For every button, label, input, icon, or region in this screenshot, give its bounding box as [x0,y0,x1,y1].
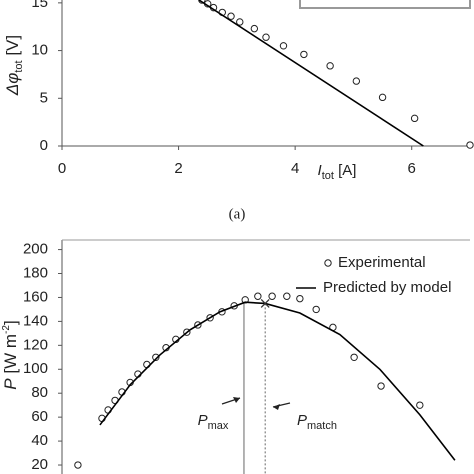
data-point [312,305,320,314]
data-point [296,294,304,303]
cross-marker [260,298,270,308]
x-axis-title-main: I [318,162,322,179]
data-point [236,18,244,26]
annotation-main: P [198,412,208,429]
data-point [326,62,334,70]
x-tick-label: 2 [174,160,182,177]
legend-label: Experimental [338,254,426,271]
data-point [378,93,387,102]
annotation-sub: match [307,420,337,432]
model-line [99,301,456,461]
data-point [352,77,361,85]
legend-box [299,0,471,9]
y-tick-label: 10 [31,42,48,59]
data-point [74,461,82,469]
data-point [268,292,276,300]
y-tick-label: 140 [23,312,48,329]
data-point [152,353,160,361]
y-axis-title: P [W m-2] [1,320,21,389]
y-tick-label: 60 [31,408,48,425]
y-axis-title-main: P [1,378,20,390]
y-axis-title-unit: [V] [3,35,22,61]
y-axis-title-sub: tot [13,60,25,72]
annotation-main: P [297,412,307,429]
x-tick-label: 4 [291,160,299,177]
y-axis-title-main: Δφ [3,73,22,97]
annotation: Pmatch [297,412,337,432]
caption: (a) [229,206,246,222]
x-tick-label: 0 [58,160,66,177]
data-point [227,12,235,20]
arrow-head [273,404,280,410]
legend-label: Predicted by model [323,279,451,296]
annotation-sub: max [208,420,229,432]
x-axis-title: Itot [A] [318,162,357,182]
model-line [198,0,424,147]
y-tick-label: 160 [23,288,48,305]
y-axis-title-unit: [W m [1,334,20,378]
data-point [410,114,419,123]
data-point [300,50,308,59]
data-point [283,292,291,300]
data-point [350,353,358,361]
y-tick-label: 0 [40,137,48,154]
y-tick-label: 20 [31,456,48,473]
data-point [250,24,259,33]
y-tick-label: 80 [31,384,48,401]
y-tick-label: 5 [40,89,48,106]
x-axis-title-sub: tot [322,170,334,182]
y-tick-label: 180 [23,264,48,281]
data-point [416,401,424,409]
x-tick-label: 6 [408,160,416,177]
y-tick-label: 40 [31,432,48,449]
legend-marker [324,259,332,267]
y-tick-label: 200 [23,241,48,258]
annotation: Pmax [198,412,229,432]
y-tick-label: 100 [23,360,48,377]
data-point [262,33,270,41]
y-axis-title-sup: -2 [1,325,12,334]
y-axis-title: Δφtot [V] [3,35,24,96]
data-point [377,382,385,390]
data-point [466,141,474,149]
y-tick-label: 15 [31,0,48,11]
y-axis-title-end: ] [1,320,20,325]
x-axis-title-unit: [A] [334,162,357,179]
arrow-head [233,397,240,403]
data-point [279,42,288,50]
y-tick-label: 120 [23,336,48,353]
data-point [254,292,262,300]
